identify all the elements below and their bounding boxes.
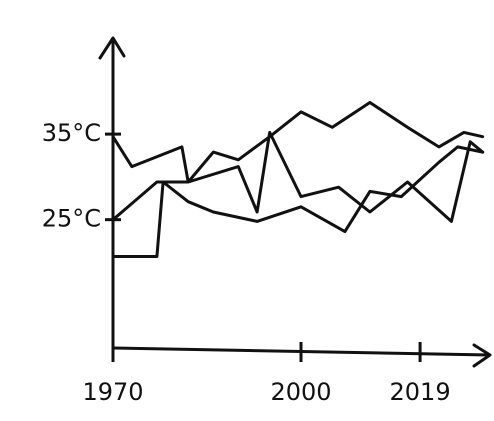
- x-tick-label: 2019: [390, 378, 451, 406]
- y-tick-label: 35°C: [42, 119, 101, 147]
- y-axis: [98, 36, 126, 350]
- x-tick-label: 2000: [270, 378, 331, 406]
- line: [111, 101, 485, 184]
- line: [111, 145, 485, 258]
- x-tick-label: 1970: [82, 378, 143, 406]
- y-tick-label: 25°C: [42, 205, 101, 233]
- line: [111, 130, 485, 223]
